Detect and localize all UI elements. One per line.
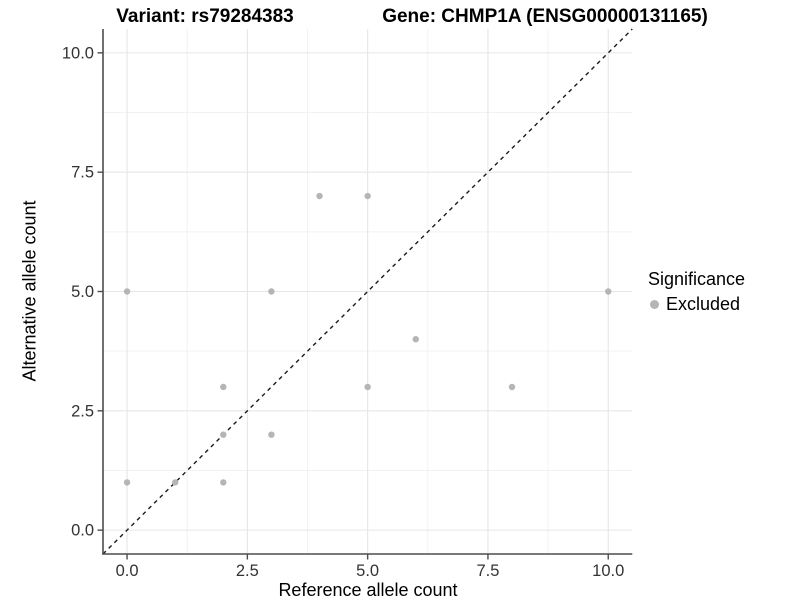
data-point <box>508 383 516 391</box>
data-point <box>268 288 275 295</box>
y-tick-label: 7.5 <box>71 164 94 182</box>
variant-title: Variant: rs79284383 <box>116 6 294 27</box>
data-point <box>268 431 275 438</box>
y-tick-label: 0.0 <box>71 522 94 540</box>
x-axis-label: Reference allele count <box>278 580 458 600</box>
legend-entry-label: Excluded <box>666 294 741 314</box>
x-tick-label: 2.5 <box>236 562 259 580</box>
data-point <box>220 383 227 391</box>
x-tick-label: 7.5 <box>476 562 499 580</box>
data-point <box>220 431 227 438</box>
excluded-point-icon <box>650 300 659 309</box>
data-point <box>316 192 323 200</box>
data-point <box>364 383 371 391</box>
legend-entry-excluded: Excluded <box>648 294 745 315</box>
data-point <box>123 288 131 295</box>
y-tick-label: 10.0 <box>62 44 94 62</box>
x-tick-label: 5.0 <box>356 562 379 580</box>
legend: Significance Excluded <box>648 269 745 315</box>
legend-title: Significance <box>648 269 746 289</box>
data-point <box>605 288 612 295</box>
y-tick-label: 2.5 <box>71 402 94 420</box>
gene-title: Gene: CHMP1A (ENSG00000131165) <box>382 6 708 27</box>
y-tick-label: 5.0 <box>71 283 94 301</box>
data-point <box>220 479 227 486</box>
data-point <box>123 479 131 486</box>
data-point <box>364 192 371 200</box>
x-tick-label: 10.0 <box>592 562 624 580</box>
data-point <box>171 479 179 486</box>
y-axis-label: Alternative allele count <box>19 200 40 382</box>
data-point <box>412 336 419 343</box>
x-tick-label: 0.0 <box>116 562 139 580</box>
